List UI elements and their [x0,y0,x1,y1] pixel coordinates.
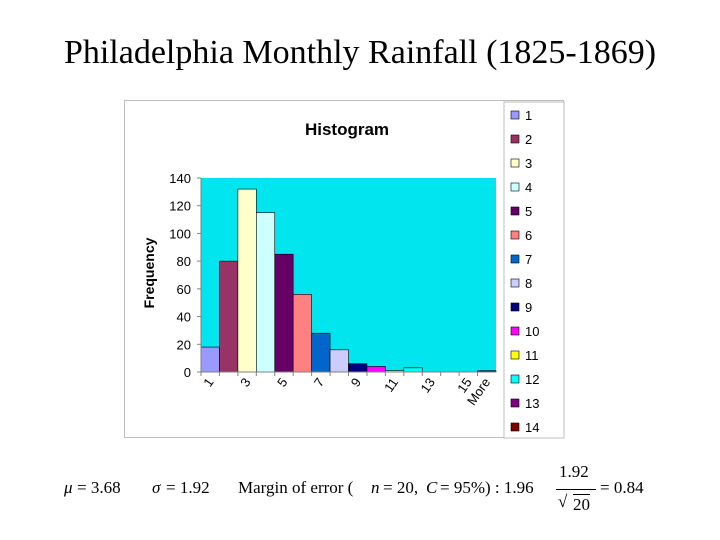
x-tick-label: 13 [417,375,438,395]
legend-label: 9 [525,300,532,315]
fraction-numerator: 1.92 [559,462,589,481]
x-tick-label: 1 [200,375,216,390]
statistics-formula: μ = 3.68 σ = 1.92 Margin of error ( n = … [62,462,702,518]
y-tick-label: 100 [169,226,191,241]
bar-bin-4 [256,212,276,373]
legend-label: 3 [525,156,532,171]
n-value: = 20, [383,478,419,497]
legend-swatch [510,134,520,144]
x-tick-label: 3 [237,375,253,390]
legend-box [503,101,565,439]
y-tick-label: 140 [169,171,191,186]
x-tick-label: 9 [348,375,364,390]
bars-layer [200,188,497,373]
x-tick-label: 7 [311,375,327,390]
legend-label: 12 [525,372,539,387]
fraction-denominator: 20 [573,494,590,514]
legend-swatch [510,422,520,432]
mu-symbol: μ [64,478,73,497]
sigma-value: = 1.92 [166,478,210,497]
legend-label: 6 [525,228,532,243]
fraction-bar [556,489,596,490]
x-tick-label: 15 [454,375,475,395]
legend-label: 1 [525,108,532,123]
bar-bin-7 [311,332,331,373]
legend-swatch [510,230,520,240]
legend-label: 7 [525,252,532,267]
legend-swatch [510,350,520,360]
legend-swatch [510,254,520,264]
c-symbol: C [426,478,438,497]
legend-label: 10 [525,324,539,339]
bar-bin-2 [219,260,239,373]
slide-title: Philadelphia Monthly Rainfall (1825-1869… [63,34,657,71]
legend-swatch [510,182,520,192]
bar-bin-1 [200,346,220,373]
result-value: = 0.84 [600,478,644,497]
y-tick-label: 20 [177,337,191,352]
legend-label: 4 [525,180,532,195]
c-value: = 95%) : 1.96 [440,478,534,497]
bar-bin-10 [366,366,386,373]
bar-bin-6 [292,294,312,373]
legend-swatch [510,374,520,384]
y-tick-label: 0 [184,365,191,380]
bar-bin-12 [403,367,423,373]
y-tick-label: 60 [177,282,191,297]
legend-swatch [510,278,520,288]
legend-label: 5 [525,204,532,219]
legend-swatch [510,110,520,120]
legend-swatch [510,302,520,312]
bar-bin-3 [237,188,257,373]
chart-title: Histogram [305,120,389,139]
legend-swatch [510,398,520,408]
mu-value: = 3.68 [77,478,121,497]
y-tick-label: 120 [169,199,191,214]
sigma-symbol: σ [152,478,161,497]
x-tick-label: 5 [274,375,290,390]
bar-bin-8 [329,349,349,373]
legend-label: 8 [525,276,532,291]
n-symbol: n [371,478,380,497]
bar-bin-5 [274,253,294,373]
legend-swatch [510,326,520,336]
margin-label: Margin of error ( [238,478,354,497]
legend-swatch [510,158,520,168]
bar-bin-9 [348,363,368,373]
legend-label: 11 [525,348,539,363]
legend-label: 14 [525,420,539,435]
legend-label: 2 [525,132,532,147]
x-tick-label: 11 [381,375,401,395]
histogram-chart: Histogram Frequency 0 20 40 60 80 100 120 140 1 3… [124,100,565,439]
y-tick-label: 80 [177,254,191,269]
y-axis-label: Frequency [141,237,157,308]
legend-swatch [510,206,520,216]
legend-label: 13 [525,396,539,411]
sqrt-sign: √ [558,492,568,511]
y-tick-label: 40 [177,310,191,325]
